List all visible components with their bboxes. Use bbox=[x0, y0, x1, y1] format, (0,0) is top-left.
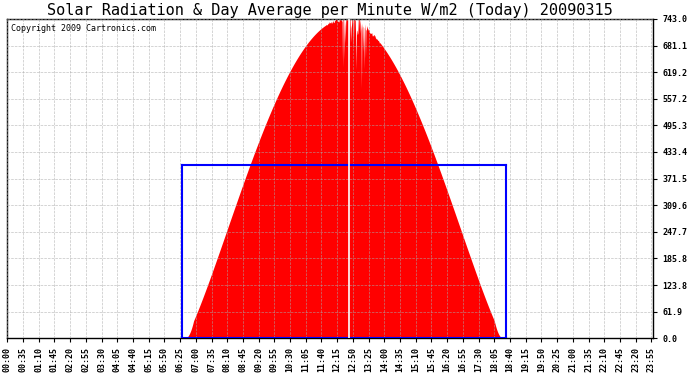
Text: Copyright 2009 Cartronics.com: Copyright 2009 Cartronics.com bbox=[10, 24, 155, 33]
Title: Solar Radiation & Day Average per Minute W/m2 (Today) 20090315: Solar Radiation & Day Average per Minute… bbox=[48, 3, 613, 18]
